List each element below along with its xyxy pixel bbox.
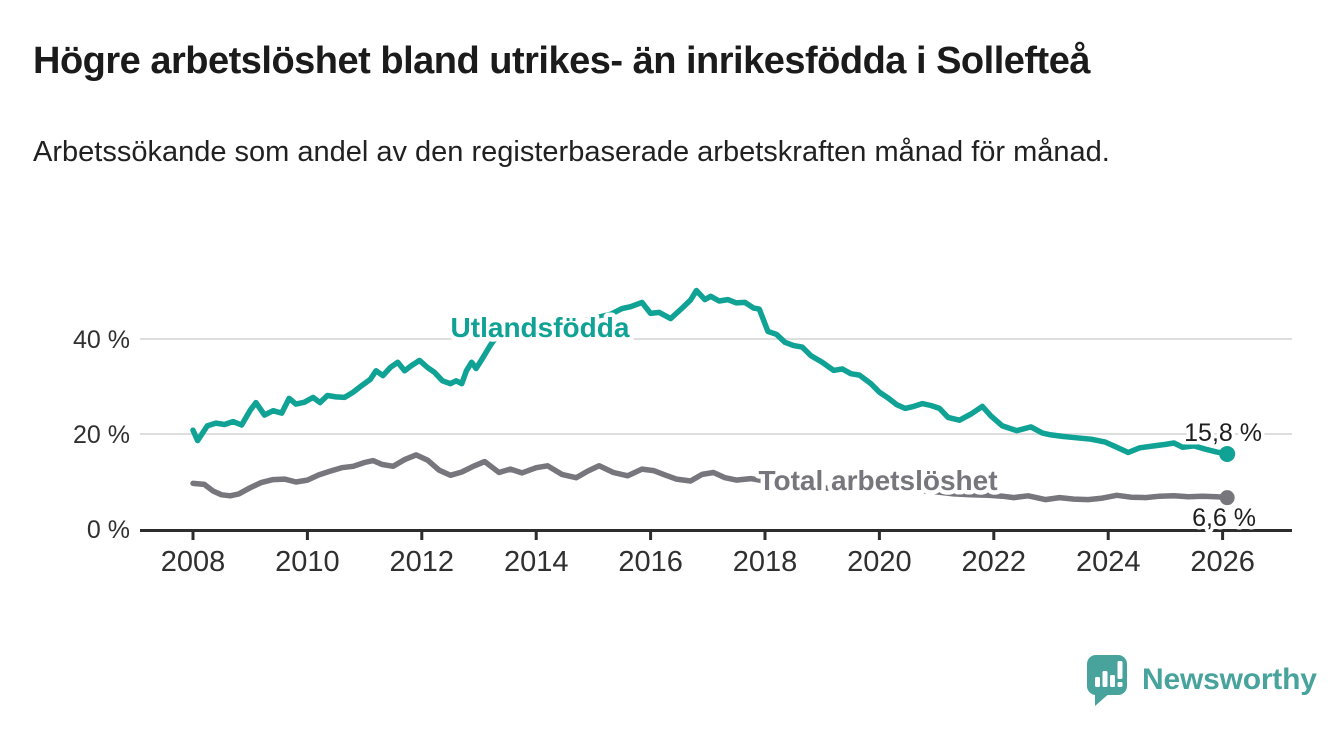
x-tick-label-2008: 2008 [161,546,226,578]
y-tick-label-20: 20 % [73,421,130,449]
x-tick-label-2014: 2014 [504,546,569,578]
end-value-label-utlandsf-dda: 15,8 % [1184,419,1262,447]
x-tick-label-2012: 2012 [390,546,455,578]
y-tick-label-0: 0 % [87,516,130,544]
chart-subtitle: Arbetssökande som andel av den registerb… [33,136,1110,168]
page-title: Högre arbetslöshet bland utrikes- än inr… [33,40,1090,82]
series-line-utlandsf-dda [190,287,1230,457]
x-tick-label-2018: 2018 [733,546,798,578]
x-tick-label-2022: 2022 [962,546,1027,578]
x-tick-label-2010: 2010 [275,546,340,578]
brand-name: Newsworthy [1142,663,1317,696]
series-label-utlandsf-dda: Utlandsfödda [451,312,630,343]
end-value-label-total-arbetsl-shet: 6,6 % [1192,504,1256,532]
y-tick-label-40: 40 % [73,326,130,354]
x-tick-label-2020: 2020 [847,546,912,578]
series-label-total-arbetsl-shet: Total arbetslöshet [758,465,997,496]
newsworthy-logo-icon [1087,655,1127,706]
x-tick-label-2024: 2024 [1076,546,1141,578]
series-end-dot-total-arbetsl-shet [1219,490,1235,506]
series-end-dot-utlandsf-dda [1219,445,1236,462]
brand-footer: Newsworthy [1085,650,1325,710]
x-tick-label-2026: 2026 [1190,546,1255,578]
x-tick-label-2016: 2016 [618,546,683,578]
series-line-total-arbetsl-shet [190,452,1230,503]
